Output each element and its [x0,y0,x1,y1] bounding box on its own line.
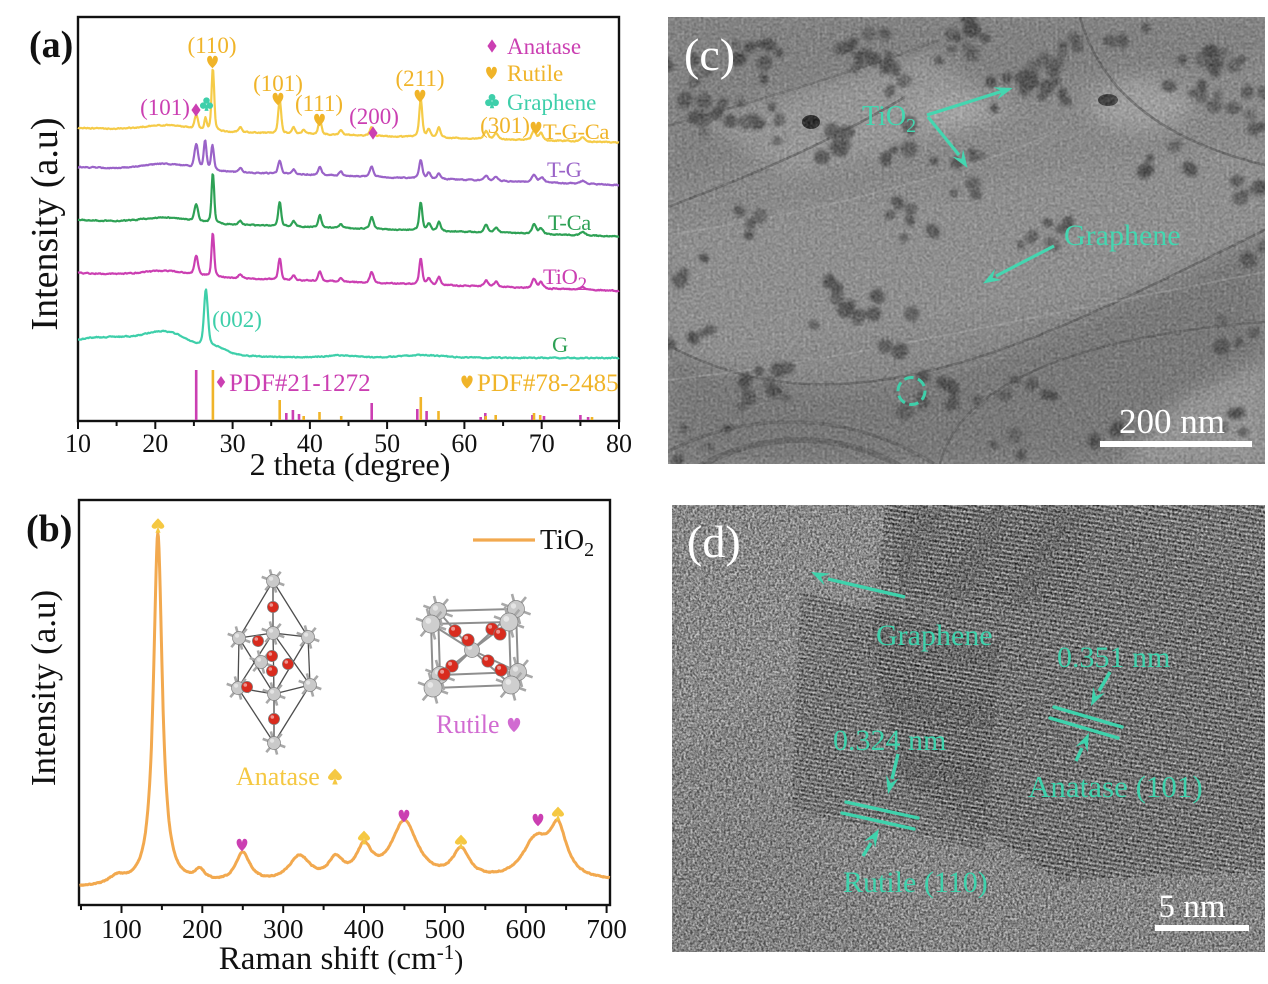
svg-text:600: 600 [506,914,547,944]
svg-text:Rutile: Rutile [507,61,563,86]
svg-text:T-G-Ca: T-G-Ca [543,119,609,144]
svg-text:Anatase: Anatase [236,762,320,791]
svg-text:200 nm: 200 nm [1119,402,1225,441]
svg-text:T-Ca: T-Ca [548,210,591,235]
svg-text:(211): (211) [396,66,445,91]
svg-text:PDF#78-2485: PDF#78-2485 [477,370,619,397]
svg-text:700: 700 [586,914,627,944]
svg-text:60: 60 [451,429,477,458]
svg-text:200: 200 [182,914,223,944]
svg-text:PDF#21-1272: PDF#21-1272 [229,370,371,397]
svg-text:40: 40 [297,429,323,458]
svg-text:(111): (111) [295,91,343,116]
svg-text:5 nm: 5 nm [1159,889,1226,925]
svg-text:Graphene: Graphene [1064,219,1181,252]
svg-text:2 theta (degree): 2 theta (degree) [250,446,451,482]
svg-text:0.351 nm: 0.351 nm [1057,641,1170,674]
svg-text:Raman shift (cm-1): Raman shift (cm-1) [219,940,463,977]
svg-text:(b): (b) [26,508,72,550]
svg-text:Anatase: Anatase [507,34,581,59]
svg-text:70: 70 [529,429,555,458]
svg-text:300: 300 [263,914,304,944]
svg-text:50: 50 [374,429,400,458]
svg-text:Graphene: Graphene [507,90,596,115]
svg-text:Intensity (a.u): Intensity (a.u) [24,117,66,330]
svg-text:30: 30 [220,429,246,458]
svg-text:(301): (301) [480,113,530,138]
svg-text:400: 400 [344,914,385,944]
svg-text:(c): (c) [684,29,735,80]
svg-text:100: 100 [101,914,142,944]
svg-text:(200): (200) [349,104,399,129]
svg-text:Graphene: Graphene [876,619,993,652]
svg-text:G: G [552,332,568,357]
svg-text:500: 500 [425,914,466,944]
svg-text:T-G: T-G [547,157,582,182]
svg-text:(d): (d) [687,516,741,567]
svg-text:Rutile (110): Rutile (110) [843,866,988,899]
svg-text:(101): (101) [253,71,303,96]
svg-text:Anatase (101): Anatase (101) [1028,769,1203,804]
svg-text:(a): (a) [29,24,73,66]
svg-text:10: 10 [65,429,91,458]
svg-text:Intensity (a.u): Intensity (a.u) [24,590,63,786]
svg-text:20: 20 [142,429,168,458]
svg-text:(002): (002) [212,307,262,332]
svg-text:(110): (110) [188,33,237,58]
svg-text:Rutile: Rutile [436,710,500,739]
svg-text:0.324 nm: 0.324 nm [833,724,946,757]
svg-text:80: 80 [606,429,632,458]
svg-text:(101): (101) [140,95,190,120]
